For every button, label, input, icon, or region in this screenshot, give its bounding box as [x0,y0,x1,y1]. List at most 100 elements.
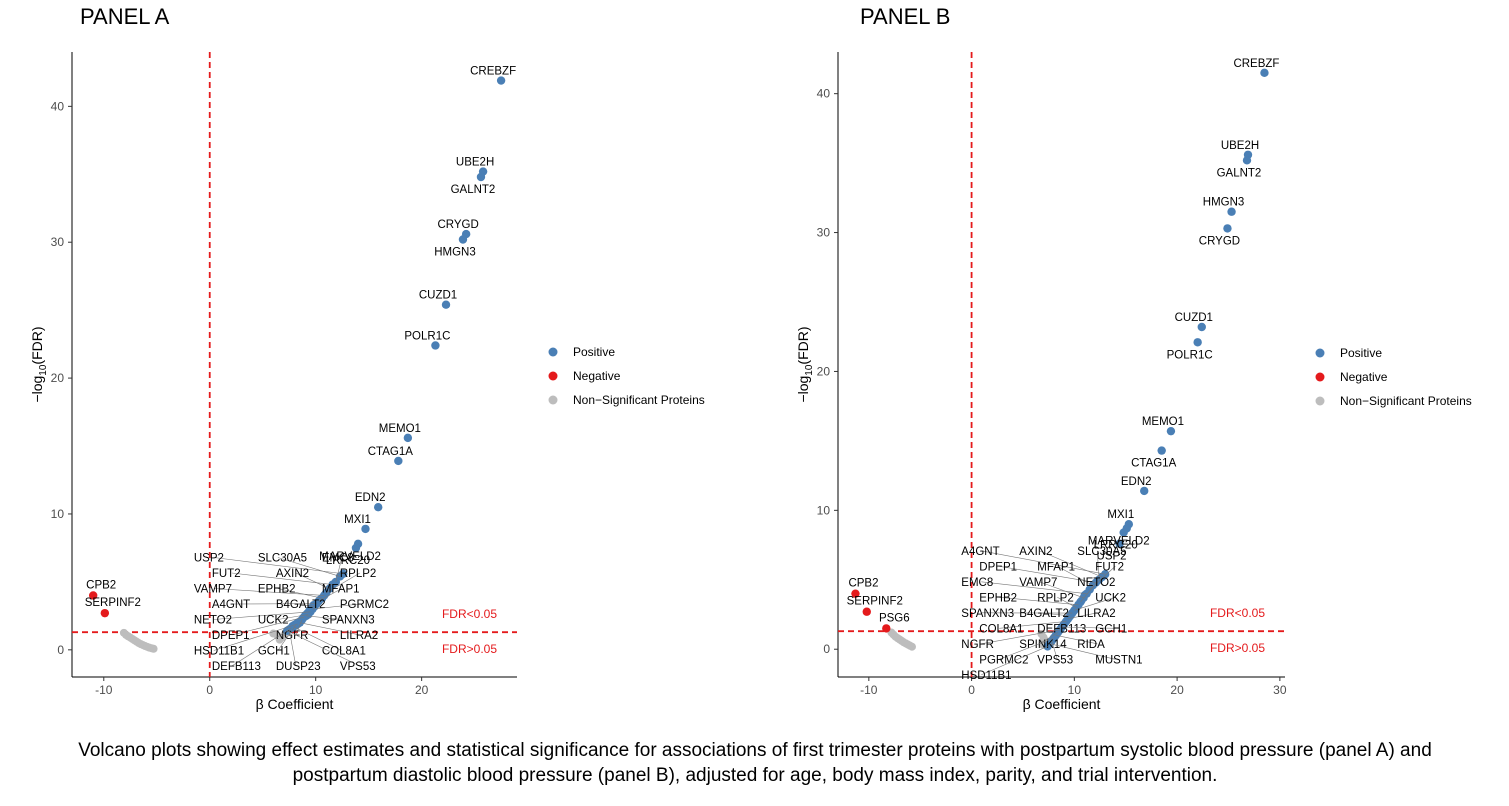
legend-a-negative-label: Negative [573,369,621,383]
panel-b-leader-neto2 [1080,581,1098,603]
panel-b-leader-rplp2 [1057,597,1077,608]
panel-a-leader-axin2 [295,572,330,589]
legend-a-positive-label: Positive [573,345,615,359]
panel-b-x-tick-label-0: -10 [860,683,878,697]
panel-a-fdr-sig-label: FDR<0.05 [442,607,497,621]
panel-a-label-col8a1: COL8A1 [322,646,366,658]
panel-b-leader-lilra2 [1068,612,1098,619]
panel-b-label-ephb2: EPHB2 [979,592,1017,604]
panel-a-label-axin2: AXIN2 [276,568,309,580]
panel-b-label-ctag1a: CTAG1A [1131,458,1176,470]
panel-b-leader-pgrmc2 [999,637,1054,660]
panel-b-label-memo1: MEMO1 [1142,416,1184,428]
panel-a-label-gch1: GCH1 [258,646,290,658]
panel-a-label-hsd11b1: HSD11B1 [194,646,244,658]
panel-b-label-ube2h: UBE2H [1221,140,1259,152]
panel-b-label-mfap1: MFAP1 [1037,561,1075,573]
panel-b-label-hsd11b1: HSD11B1 [961,670,1011,682]
panel-b-label-spanxn3: SPANXN3 [961,608,1014,620]
panel-a-leader-mfap1 [318,588,342,602]
panel-a-point-crebzf [496,76,506,85]
panel-a-leader-rplp2 [326,572,360,594]
panel-b-point-serpinf2 [862,607,871,616]
panel-b-leader-mfap1 [1057,566,1093,586]
panel-b-leader-vamp7 [1039,581,1084,599]
panel-b-leader-rida [1055,635,1098,645]
panel-b-x-tick-label-4: 30 [1273,683,1287,697]
panel-b-label-rplp2: RPLP2 [1037,592,1073,604]
panel-a-point-cpb2 [88,591,98,600]
panel-b-label-emc8: EMC8 [961,577,993,589]
panel-b-point-usp2 [1115,539,1124,548]
panel-a-leader-col8a1 [293,626,342,651]
panel-a-label-vamp7: VAMP7 [194,584,232,596]
panel-b-label-lilra2: LILRA2 [1077,608,1115,620]
panel-a-leader-gch1 [277,625,296,651]
panel-b-label-cpb2: CPB2 [848,578,878,590]
panel-b-label-marveld2: MARVELD2 [1088,535,1150,547]
panel-b-label-neto2: NETO2 [1077,577,1115,589]
panel-b-y-tick-label-2: 20 [817,364,831,378]
panel-b-nonsig-point-10 [907,642,916,651]
panel-a-leader-defb113 [231,627,292,667]
panel-a-point-lrrc20 [351,543,361,553]
panel-b-leader-emc8 [981,581,1087,594]
panel-a-label-usp2: USP2 [194,553,224,565]
panel-b-label-usp2: USP2 [1097,551,1127,563]
panel-b-point-cpb2 [851,589,860,598]
panel-b-leader-dpep1 [999,565,1096,583]
panel-b-leader-ngfr [981,629,1061,645]
panel-a-y-tick-label-0: 0 [57,643,64,657]
panel-a-leader-vps53 [286,630,360,667]
panel-a-label-dusp23: DUSP23 [276,661,321,673]
panel-a-label-crebzf: CREBZF [470,66,516,78]
panel-a-leader-fut2 [231,572,333,585]
panel-b-leader-a4gnt [981,550,1106,575]
panel-b-label-axin2: AXIN2 [1019,546,1052,558]
panel-a-leader-dpep1 [231,616,305,636]
panel-b-point-memo1 [1166,426,1176,436]
panel-b-label-vamp7: VAMP7 [1019,577,1057,589]
panel-b-label-dpep1: DPEP1 [979,561,1017,573]
legend-b-positive-marker [1315,348,1325,358]
panel-a-label-mxi1: MXI1 [344,514,371,526]
panel-a-point-memo1 [403,433,413,443]
panel-a-label-spanxn3: SPANXN3 [322,615,375,627]
panel-b-point-lrrc20 [1119,528,1128,537]
panel-a-leader-uck2 [277,614,309,620]
panel-b-point-hmgn3 [1227,207,1236,216]
panel-a-label-neto2: NETO2 [194,615,232,627]
panel-a-y-tick-label-1: 10 [51,507,65,521]
legend-b-negative-marker [1315,372,1325,382]
panel-a-label-crygd: CRYGD [437,219,478,231]
panel-b-label-lrrc20: LRRC20 [1094,540,1138,552]
panel-a-x-axis-title: β Coefficient [256,696,334,712]
panel-a-leader-spanxn3 [306,615,342,620]
panel-a-leader-ephb2 [277,588,323,599]
panel-a-leader-emc8 [335,557,343,582]
panel-a-point-galnt2 [476,172,486,182]
panel-b-leader-col8a1 [999,621,1067,629]
panel-b-label-galnt2: GALNT2 [1217,167,1262,179]
panel-b-fdr-sig-label: FDR<0.05 [1210,606,1265,620]
panel-b-label-psg6: PSG6 [879,612,910,624]
panel-b-label-defb113: DEFB113 [1037,623,1086,635]
panel-b-leader-hsd11b1 [981,646,1048,676]
panel-b-point-psg6 [882,624,891,633]
panel-a-label-ube2h: UBE2H [456,157,494,169]
panel-a-x-tick-label-0: -10 [95,683,113,697]
panel-a-leader-ngfr [295,619,303,636]
panel-b-x-tick-label-3: 20 [1170,683,1184,697]
panel-b-label-mustn1: MUSTN1 [1095,654,1142,666]
panel-b-leader-axin2 [1039,550,1103,578]
panel-b-label-fut2: FUT2 [1095,561,1124,573]
panel-a-point-ctag1a [394,456,403,466]
panel-a-label-marveld2: MARVELD2 [319,551,381,563]
panel-a-leader-neto2 [213,611,311,620]
legend-b-negative-label: Negative [1340,370,1388,384]
panel-a-label-lrrc20: LRRC20 [326,555,370,567]
legend-b-nonsig-label: Non−Significant Proteins [1340,394,1472,408]
panel-a-point-mxi1 [361,524,370,534]
panel-b-label-serpinf2: SERPINF2 [847,596,903,608]
